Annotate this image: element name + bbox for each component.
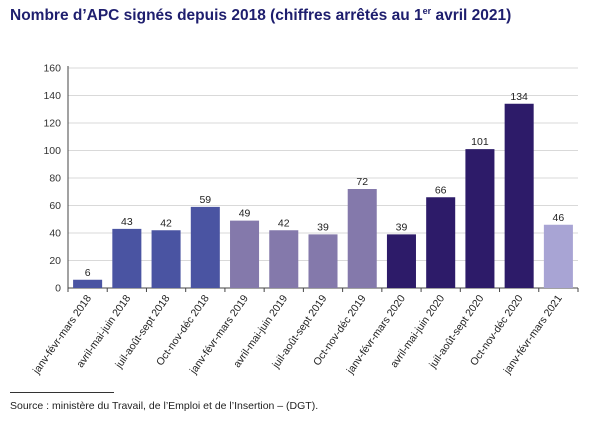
chart-title: Nombre d’APC signés depuis 2018 (chiffre… xyxy=(10,6,511,25)
data-label: 39 xyxy=(317,221,329,233)
bar xyxy=(465,149,495,288)
y-tick-label: 140 xyxy=(43,90,61,102)
y-tick-label: 100 xyxy=(43,145,61,157)
data-label: 72 xyxy=(356,176,368,188)
y-tick-label: 0 xyxy=(55,283,61,295)
bar xyxy=(426,197,456,288)
bar xyxy=(112,228,142,288)
bar xyxy=(347,189,377,288)
y-tick-label: 160 xyxy=(43,63,61,75)
data-label: 134 xyxy=(510,91,528,103)
y-tick-label: 80 xyxy=(49,173,61,185)
chart-title-tail: avril 2021) xyxy=(431,7,512,25)
data-label: 39 xyxy=(396,221,408,233)
data-label: 59 xyxy=(199,194,211,206)
bar xyxy=(190,206,220,288)
bar xyxy=(151,230,181,288)
data-label: 42 xyxy=(278,217,290,229)
bar xyxy=(308,234,338,288)
bar xyxy=(269,230,299,288)
data-label: 46 xyxy=(553,212,565,224)
data-label: 6 xyxy=(85,267,91,279)
bar xyxy=(504,103,534,288)
bar xyxy=(543,224,573,288)
source-note: Source : ministère du Travail, de l’Empl… xyxy=(10,400,319,412)
bar xyxy=(73,279,103,288)
data-label: 43 xyxy=(121,216,133,228)
data-label: 42 xyxy=(160,217,172,229)
data-label: 49 xyxy=(239,208,251,220)
y-tick-label: 60 xyxy=(49,200,61,212)
data-label: 66 xyxy=(435,184,447,196)
chart-title-text: Nombre d’APC signés depuis 2018 (chiffre… xyxy=(10,7,423,25)
y-tick-label: 120 xyxy=(43,118,61,130)
bar xyxy=(230,220,260,288)
chart-title-superscript: er xyxy=(422,6,432,16)
y-tick-label: 20 xyxy=(49,255,61,267)
y-tick-label: 40 xyxy=(49,228,61,240)
data-label: 101 xyxy=(471,136,489,148)
source-separator xyxy=(10,392,114,393)
bar xyxy=(386,234,416,288)
